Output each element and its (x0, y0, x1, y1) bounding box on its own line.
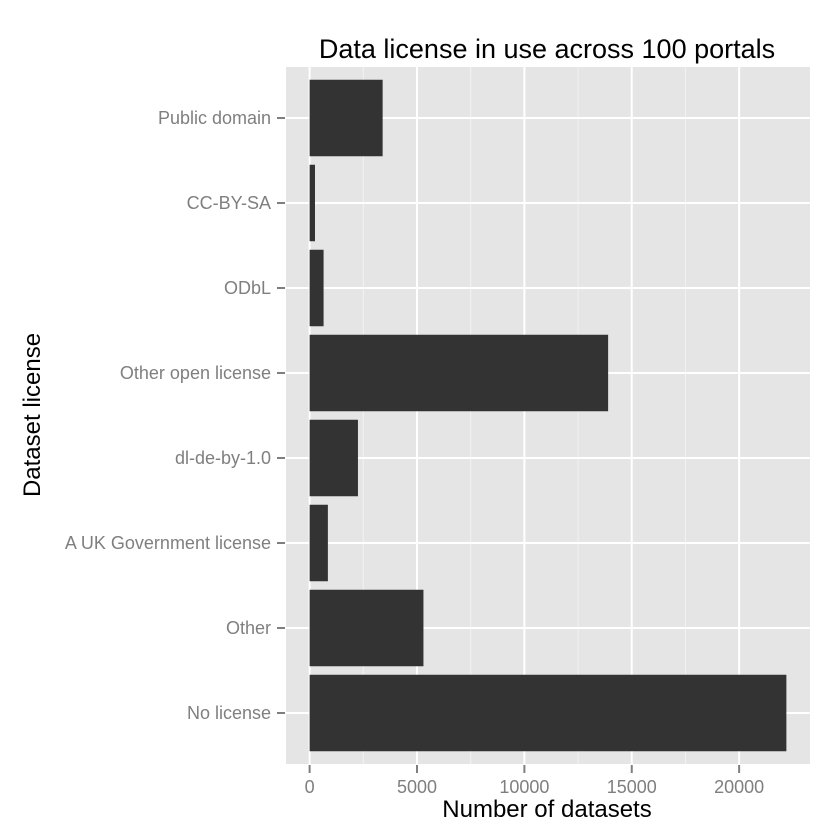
y-axis-ticks: Public domain CC-BY-SA ODbL Other open lice… (65, 108, 285, 723)
x-tick-label: 15000 (607, 777, 657, 797)
y-tick-label: A UK Government license (65, 533, 271, 553)
x-tick-label: 0 (305, 777, 315, 797)
bar (309, 674, 787, 752)
bar (309, 419, 358, 497)
bar (309, 249, 324, 327)
bars (309, 79, 787, 752)
x-axis-title: Number of datasets (442, 796, 651, 823)
y-axis-title: Dataset license (19, 333, 46, 497)
chart-title: Data license in use across 100 portals (319, 34, 775, 64)
bar (309, 589, 424, 667)
y-tick-label: Other (226, 618, 271, 638)
bar (309, 504, 328, 582)
bar (309, 334, 609, 412)
x-tick-label: 10000 (499, 777, 549, 797)
grid-lines (286, 67, 810, 764)
bar (309, 164, 315, 242)
y-tick-label: CC-BY-SA (187, 193, 271, 213)
y-tick-label: ODbL (224, 278, 271, 298)
y-tick-label: No license (187, 703, 271, 723)
x-tick-label: 5000 (397, 777, 437, 797)
y-tick-label: Other open license (120, 363, 271, 383)
x-tick-label: 20000 (714, 777, 764, 797)
bar (309, 79, 383, 157)
y-tick-label: dl-de-by-1.0 (175, 448, 271, 468)
x-axis-ticks: 0 5000 10000 15000 20000 (305, 765, 764, 797)
y-tick-label: Public domain (158, 108, 271, 128)
